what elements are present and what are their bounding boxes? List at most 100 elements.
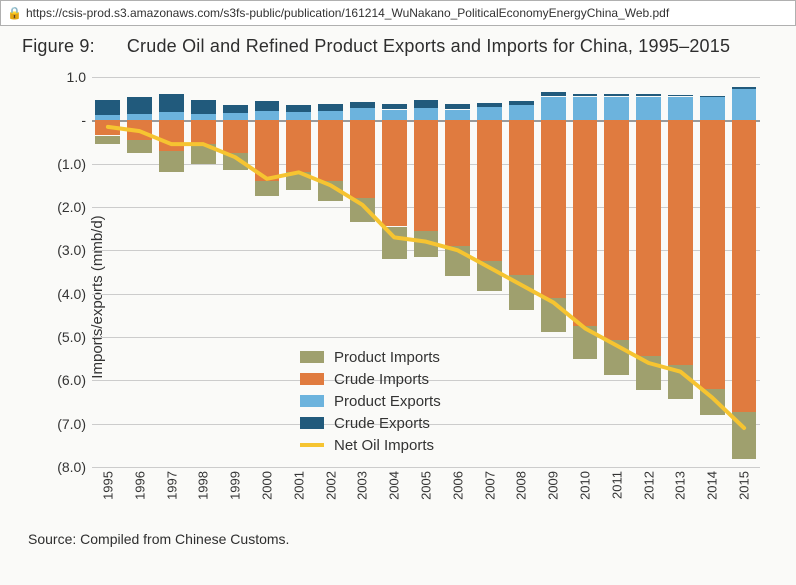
legend-label: Net Oil Imports <box>334 437 434 454</box>
bar-product_imports <box>636 356 661 391</box>
bar-product_exports <box>477 107 502 120</box>
bar-crude_exports <box>255 101 280 111</box>
x-tick-label: 2002 <box>323 471 338 500</box>
x-tick-label: 2004 <box>387 471 402 500</box>
browser-url-bar: 🔒 <box>0 0 796 26</box>
bar-crude_imports <box>223 120 248 153</box>
bar-crude_imports <box>127 120 152 140</box>
bar-crude_exports <box>732 87 757 89</box>
legend-swatch <box>300 373 324 385</box>
legend-item-net_oil_imports: Net Oil Imports <box>300 435 441 455</box>
bar-product_exports <box>255 111 280 121</box>
bar-product_exports <box>318 111 343 121</box>
bar-crude_exports <box>477 103 502 107</box>
figure-title: Figure 9: Crude Oil and Refined Product E… <box>22 36 774 57</box>
bar-crude_exports <box>668 95 693 97</box>
x-tick-label: 2010 <box>578 471 593 500</box>
bar-product_imports <box>414 231 439 257</box>
url-input[interactable] <box>26 6 789 20</box>
legend-label: Crude Exports <box>334 415 430 432</box>
bar-crude_imports <box>318 120 343 181</box>
bar-crude_imports <box>414 120 439 231</box>
bar-crude_imports <box>95 120 120 135</box>
bar-crude_imports <box>350 120 375 198</box>
bar-product_imports <box>477 261 502 291</box>
bar-crude_exports <box>318 104 343 111</box>
bar-crude_imports <box>477 120 502 261</box>
bar-product_exports <box>573 97 598 121</box>
y-tick-label: 1.0 <box>67 69 86 85</box>
bar-product_imports <box>382 227 407 260</box>
legend-label: Product Exports <box>334 393 441 410</box>
y-tick-label: (3.0) <box>57 242 86 258</box>
bar-product_imports <box>286 172 311 189</box>
bar-product_exports <box>350 108 375 120</box>
bar-crude_exports <box>509 101 534 105</box>
bar-crude_exports <box>286 105 311 112</box>
bar-product_exports <box>445 110 470 121</box>
bar-product_imports <box>159 151 184 173</box>
bar-product_exports <box>700 97 725 121</box>
bar-product_imports <box>191 144 216 164</box>
bar-crude_exports <box>191 100 216 114</box>
grid-line <box>92 467 760 468</box>
x-tick-label: 2001 <box>291 471 306 500</box>
page-content: Figure 9: Crude Oil and Refined Product E… <box>0 26 796 553</box>
bar-product_imports <box>350 198 375 222</box>
bar-crude_exports <box>604 94 629 96</box>
x-tick-label: 2005 <box>419 471 434 500</box>
legend-item-crude_exports: Crude Exports <box>300 413 441 433</box>
y-tick-label: - <box>81 112 86 128</box>
y-tick-label: (7.0) <box>57 416 86 432</box>
x-tick-label: 1997 <box>164 471 179 500</box>
lock-icon: 🔒 <box>7 6 22 20</box>
y-tick-label: (5.0) <box>57 329 86 345</box>
bar-crude_exports <box>414 100 439 108</box>
chart: Imports/exports (mmb/d) 1.0-(1.0)(2.0)(3… <box>22 67 772 527</box>
x-tick-label: 2012 <box>641 471 656 500</box>
y-tick-label: (4.0) <box>57 286 86 302</box>
bar-crude_exports <box>445 104 470 109</box>
legend-label: Crude Imports <box>334 371 429 388</box>
bar-product_exports <box>541 97 566 121</box>
bar-crude_exports <box>127 97 152 114</box>
bar-product_imports <box>445 246 470 276</box>
bar-product_imports <box>573 326 598 359</box>
x-tick-label: 1995 <box>100 471 115 500</box>
bar-product_imports <box>700 389 725 415</box>
source-text: Source: Compiled from Chinese Customs. <box>22 531 774 547</box>
figure-number: Figure 9: <box>22 36 95 56</box>
bar-product_exports <box>286 112 311 121</box>
bar-product_imports <box>255 181 280 196</box>
y-tick-label: (6.0) <box>57 372 86 388</box>
bar-crude_exports <box>223 105 248 113</box>
figure-title-text: Crude Oil and Refined Product Exports an… <box>127 36 730 56</box>
x-tick-label: 2008 <box>514 471 529 500</box>
bar-product_imports <box>668 365 693 400</box>
x-tick-label: 2003 <box>355 471 370 500</box>
x-tick-label: 1996 <box>132 471 147 500</box>
bar-product_imports <box>509 275 534 310</box>
bar-product_exports <box>636 97 661 121</box>
bar-crude_exports <box>95 100 120 116</box>
bar-crude_exports <box>573 94 598 97</box>
x-tick-label: 2000 <box>259 471 274 500</box>
bar-crude_imports <box>541 120 566 297</box>
x-tick-label: 2013 <box>673 471 688 500</box>
legend-swatch <box>300 351 324 363</box>
bar-product_imports <box>95 136 120 145</box>
bar-crude_exports <box>541 92 566 96</box>
bar-product_exports <box>223 113 248 121</box>
bar-crude_imports <box>573 120 598 326</box>
x-tick-label: 2006 <box>450 471 465 500</box>
x-tick-label: 2007 <box>482 471 497 500</box>
bar-crude_imports <box>191 120 216 144</box>
x-tick-label: 2011 <box>609 471 624 499</box>
bar-product_imports <box>223 153 248 170</box>
bar-product_exports <box>414 108 439 120</box>
y-tick-label: (8.0) <box>57 459 86 475</box>
bar-crude_imports <box>604 120 629 340</box>
bar-product_exports <box>509 105 534 120</box>
legend-label: Product Imports <box>334 349 440 366</box>
y-tick-label: (2.0) <box>57 199 86 215</box>
